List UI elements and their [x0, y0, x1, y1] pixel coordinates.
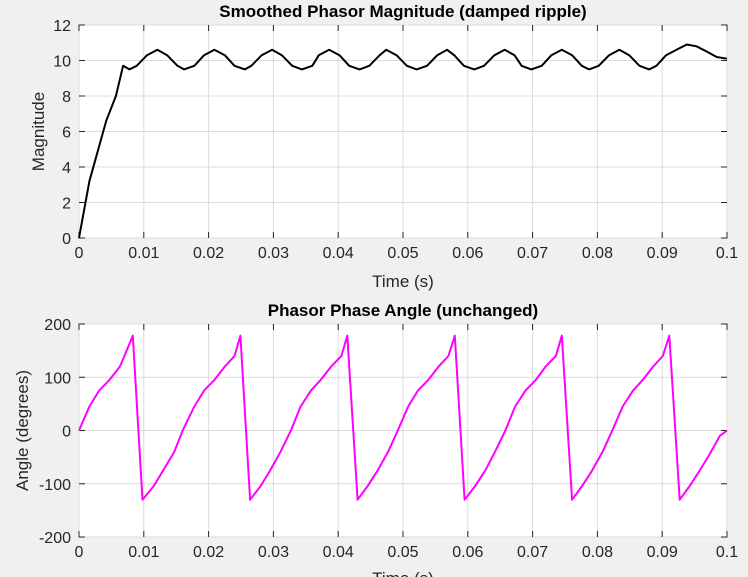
phase-angle-axes: 0 0.01 0.02 0.03 0.04 0.05 0.06 0.07 0.08 0.09 0.1… [13, 301, 738, 577]
magnitude-y-tick-label: 2 [62, 196, 71, 213]
phase-angle-x-tick-label: 0.08 [582, 544, 613, 561]
magnitude-x-tick-label: 0 [75, 245, 84, 262]
magnitude-x-tick-label: 0.07 [517, 245, 548, 262]
phase-angle-x-tick-label: 0.09 [647, 544, 678, 561]
phase-angle-x-tick-label: 0.03 [258, 544, 289, 561]
phase-angle-x-tick-label: 0.04 [323, 544, 354, 561]
phase-angle-title: Phasor Phase Angle (unchanged) [268, 301, 538, 320]
magnitude-x-tick-label: 0.05 [387, 245, 418, 262]
phase-angle-x-tick-label: 0.1 [716, 544, 738, 561]
phase-angle-x-tick-label: 0.06 [452, 544, 483, 561]
magnitude-y-axis-label: Magnitude [29, 92, 48, 171]
magnitude-x-tick-label: 0.1 [716, 245, 738, 262]
phase-angle-y-tick-label: 0 [62, 424, 71, 441]
phase-angle-x-tick-label: 0.01 [128, 544, 159, 561]
magnitude-x-tick-label: 0.08 [582, 245, 613, 262]
phase-angle-ticks: 0 0.01 0.02 0.03 0.04 0.05 0.06 0.07 0.08 0.09 0.1… [39, 317, 738, 561]
phase-angle-y-axis-label: Angle (degrees) [13, 370, 32, 491]
magnitude-x-tick-label: 0.03 [258, 245, 289, 262]
magnitude-y-tick-label: 4 [62, 160, 71, 177]
magnitude-x-tick-label: 0.09 [647, 245, 678, 262]
magnitude-y-tick-label: 0 [62, 231, 71, 248]
magnitude-ticks: 0 0.01 0.02 0.03 0.04 0.05 0.06 0.07 0.08 0.09 0.1… [53, 18, 738, 262]
phase-angle-series [78, 334, 728, 501]
phase-angle-x-axis-label: Time (s) [372, 569, 434, 577]
phase-angle-y-tick-label: -100 [39, 477, 71, 494]
magnitude-y-tick-label: 10 [53, 54, 71, 71]
magnitude-series [78, 43, 728, 239]
magnitude-y-tick-label: 6 [62, 125, 71, 142]
magnitude-axes: 0 0.01 0.02 0.03 0.04 0.05 0.06 0.07 0.08 0.09 0.1… [29, 2, 738, 291]
magnitude-x-tick-label: 0.01 [128, 245, 159, 262]
phase-angle-y-tick-label: 200 [44, 317, 71, 334]
phase-angle-y-tick-label: 100 [44, 370, 71, 387]
phase-angle-x-tick-label: 0 [75, 544, 84, 561]
magnitude-x-tick-label: 0.06 [452, 245, 483, 262]
phase-angle-grid [78, 323, 728, 538]
phase-angle-x-tick-label: 0.02 [193, 544, 224, 561]
magnitude-x-axis-label: Time (s) [372, 272, 434, 291]
magnitude-line [78, 43, 728, 239]
magnitude-x-tick-label: 0.04 [323, 245, 354, 262]
phase-angle-x-tick-label: 0.05 [387, 544, 418, 561]
magnitude-x-tick-label: 0.02 [193, 245, 224, 262]
magnitude-y-tick-label: 8 [62, 89, 71, 106]
phase-angle-x-tick-label: 0.07 [517, 544, 548, 561]
magnitude-y-tick-label: 12 [53, 18, 71, 35]
magnitude-title: Smoothed Phasor Magnitude (damped ripple… [219, 2, 586, 21]
phase-angle-line [78, 334, 728, 501]
phase-angle-y-tick-label: -200 [39, 530, 71, 547]
